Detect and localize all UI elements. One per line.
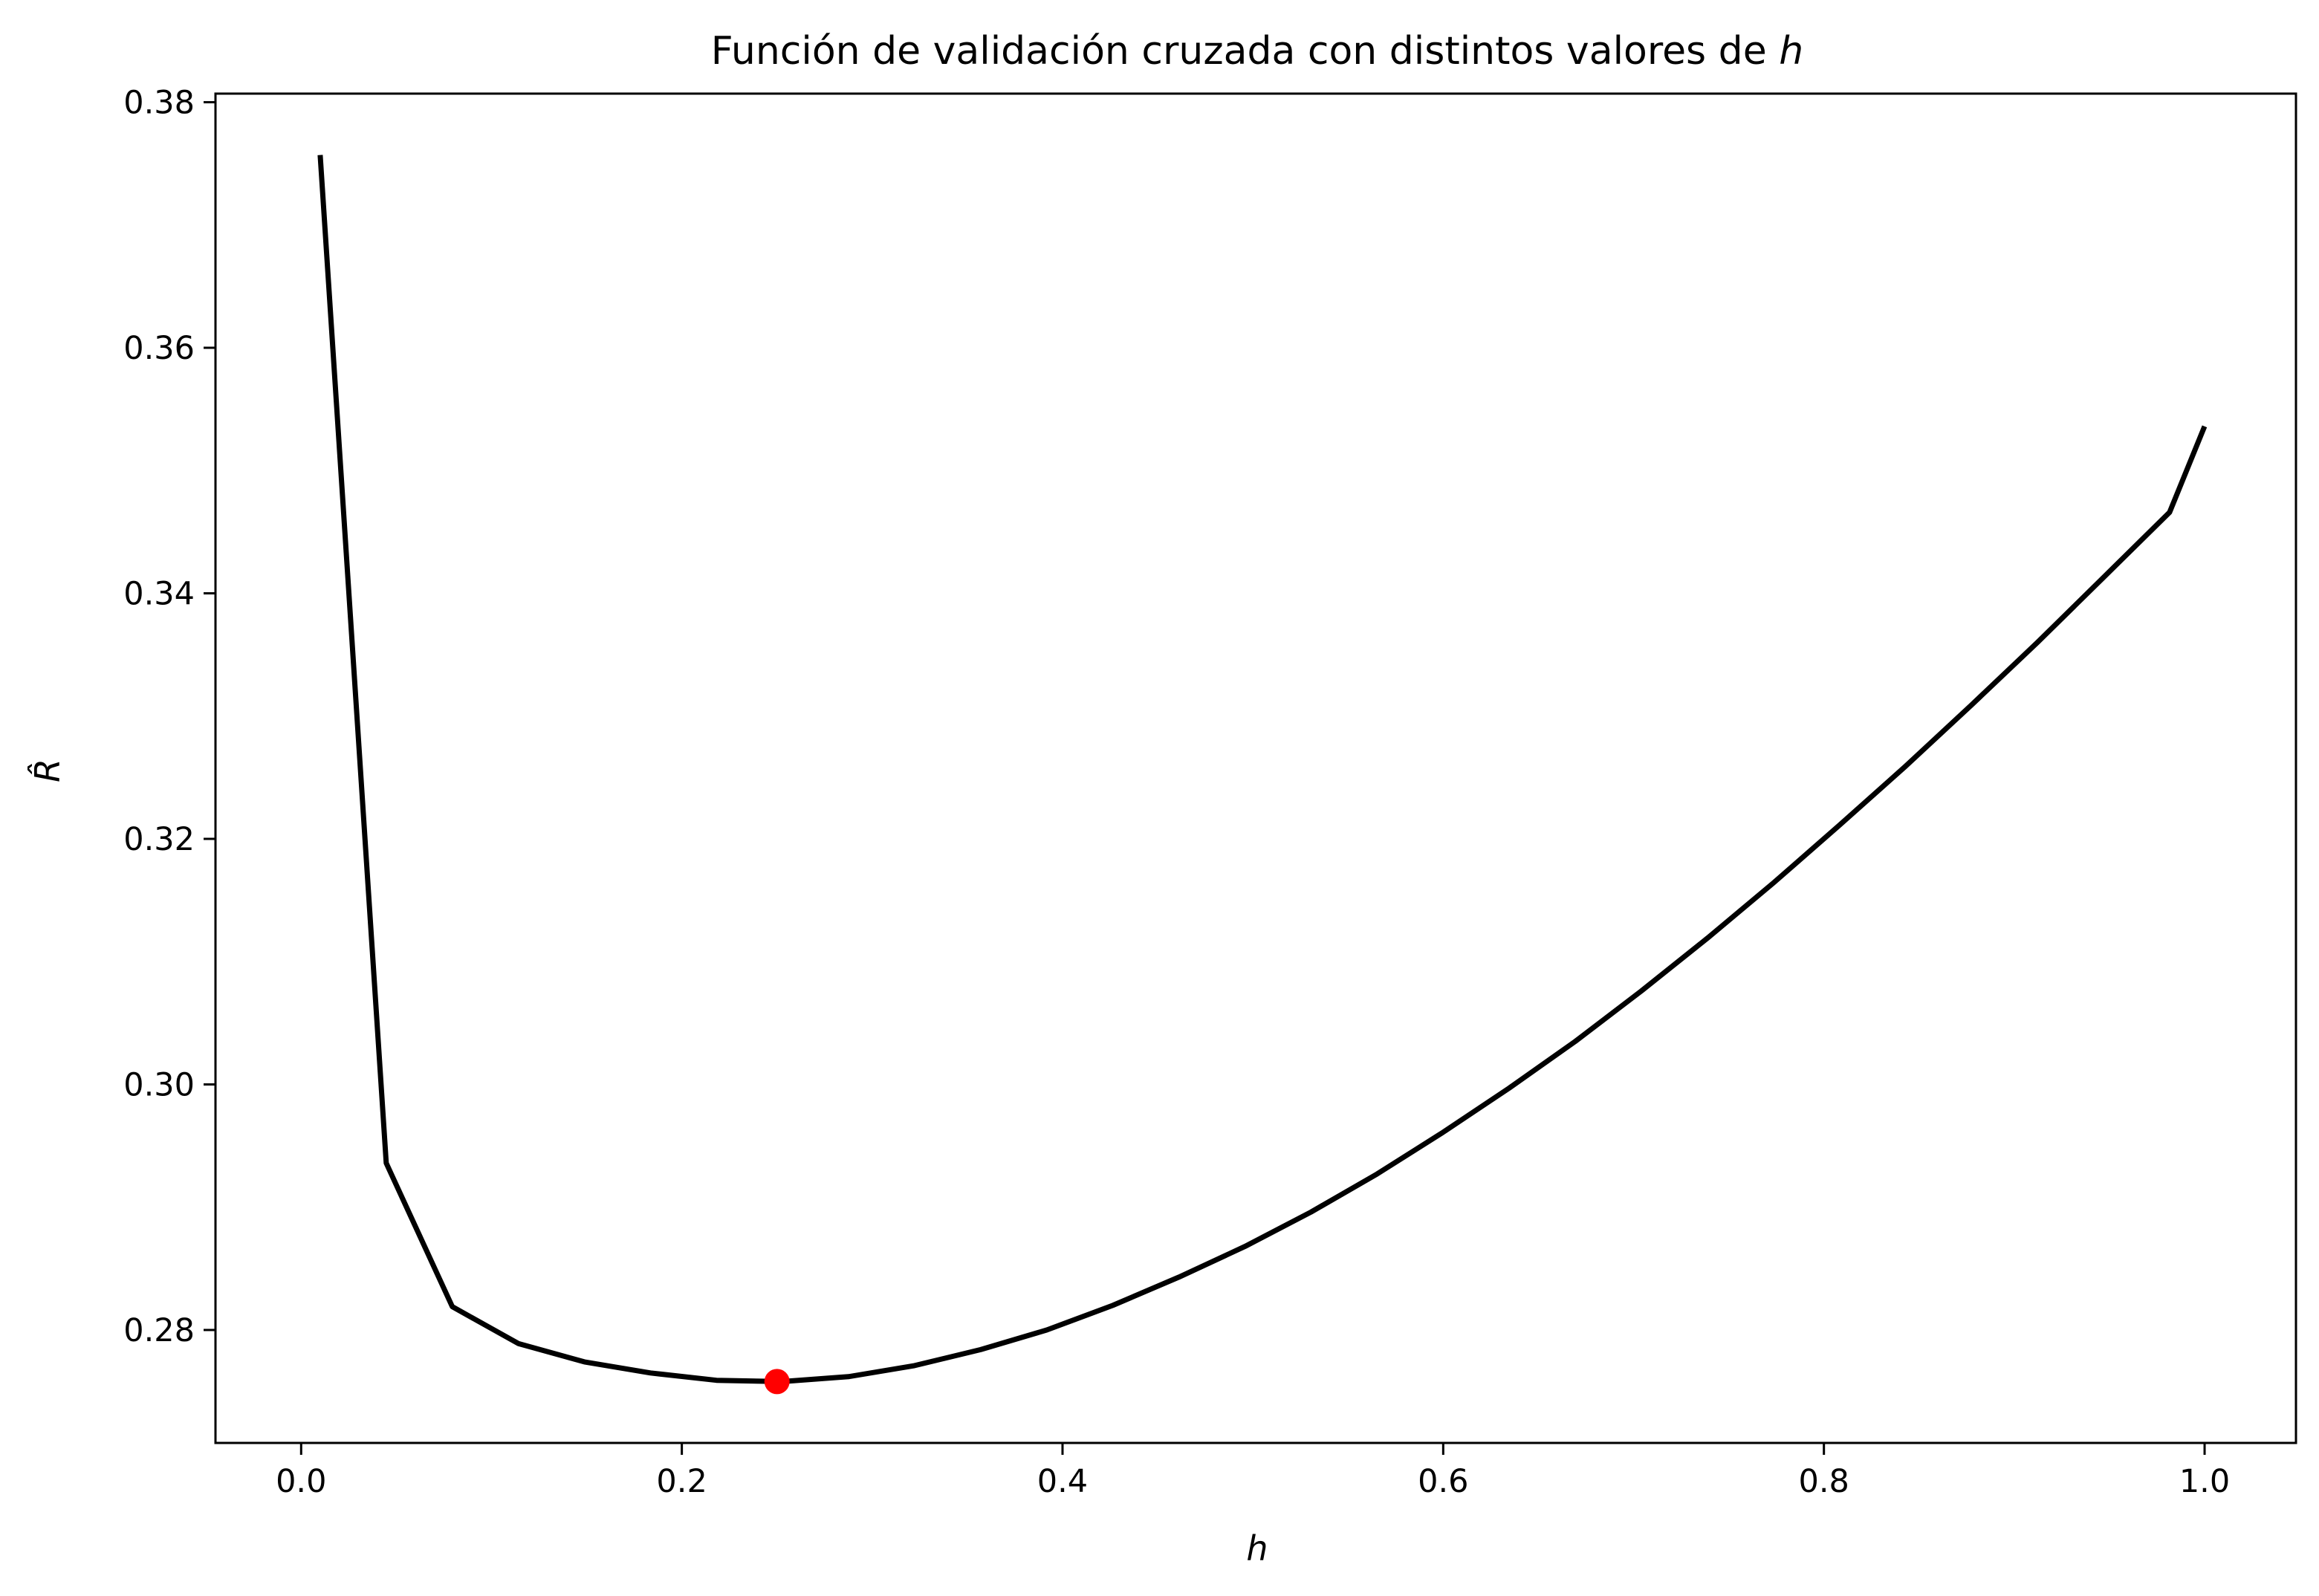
- x-tick-label: 0.8: [1798, 1463, 1849, 1500]
- chart-title-symbol: h: [1779, 29, 1803, 74]
- y-axis-label: R̂: [27, 759, 68, 782]
- y-tick-label: 0.30: [123, 1066, 195, 1103]
- y-tick-label: 0.32: [123, 821, 195, 858]
- x-tick-label: 0.4: [1037, 1463, 1088, 1500]
- y-tick-label: 0.38: [123, 85, 195, 122]
- chart-title-text: Función de validación cruzada con distin…: [711, 29, 1767, 74]
- x-tick-label: 0.2: [656, 1463, 707, 1500]
- x-tick-label: 0.6: [1418, 1463, 1468, 1500]
- y-tick-label: 0.28: [123, 1312, 195, 1349]
- plot-area: 0.0 0.2 0.4 0.6 0.8 1.0 0.28 0.30 0.32 0.34 0.36 0.…: [123, 85, 2297, 1500]
- chart-title: Función de validación cruzada con distin…: [711, 29, 1803, 74]
- y-tick-label: 0.36: [123, 330, 195, 367]
- x-axis-label: h: [1246, 1528, 1268, 1569]
- x-tick-label: 1.0: [2179, 1463, 2230, 1500]
- series-line-0: [317, 155, 2208, 1384]
- plot-frame: [214, 92, 2297, 1444]
- y-tick-label: 0.34: [123, 576, 195, 613]
- x-tick-label: 0.0: [276, 1463, 326, 1500]
- minimum-point: [764, 1369, 790, 1395]
